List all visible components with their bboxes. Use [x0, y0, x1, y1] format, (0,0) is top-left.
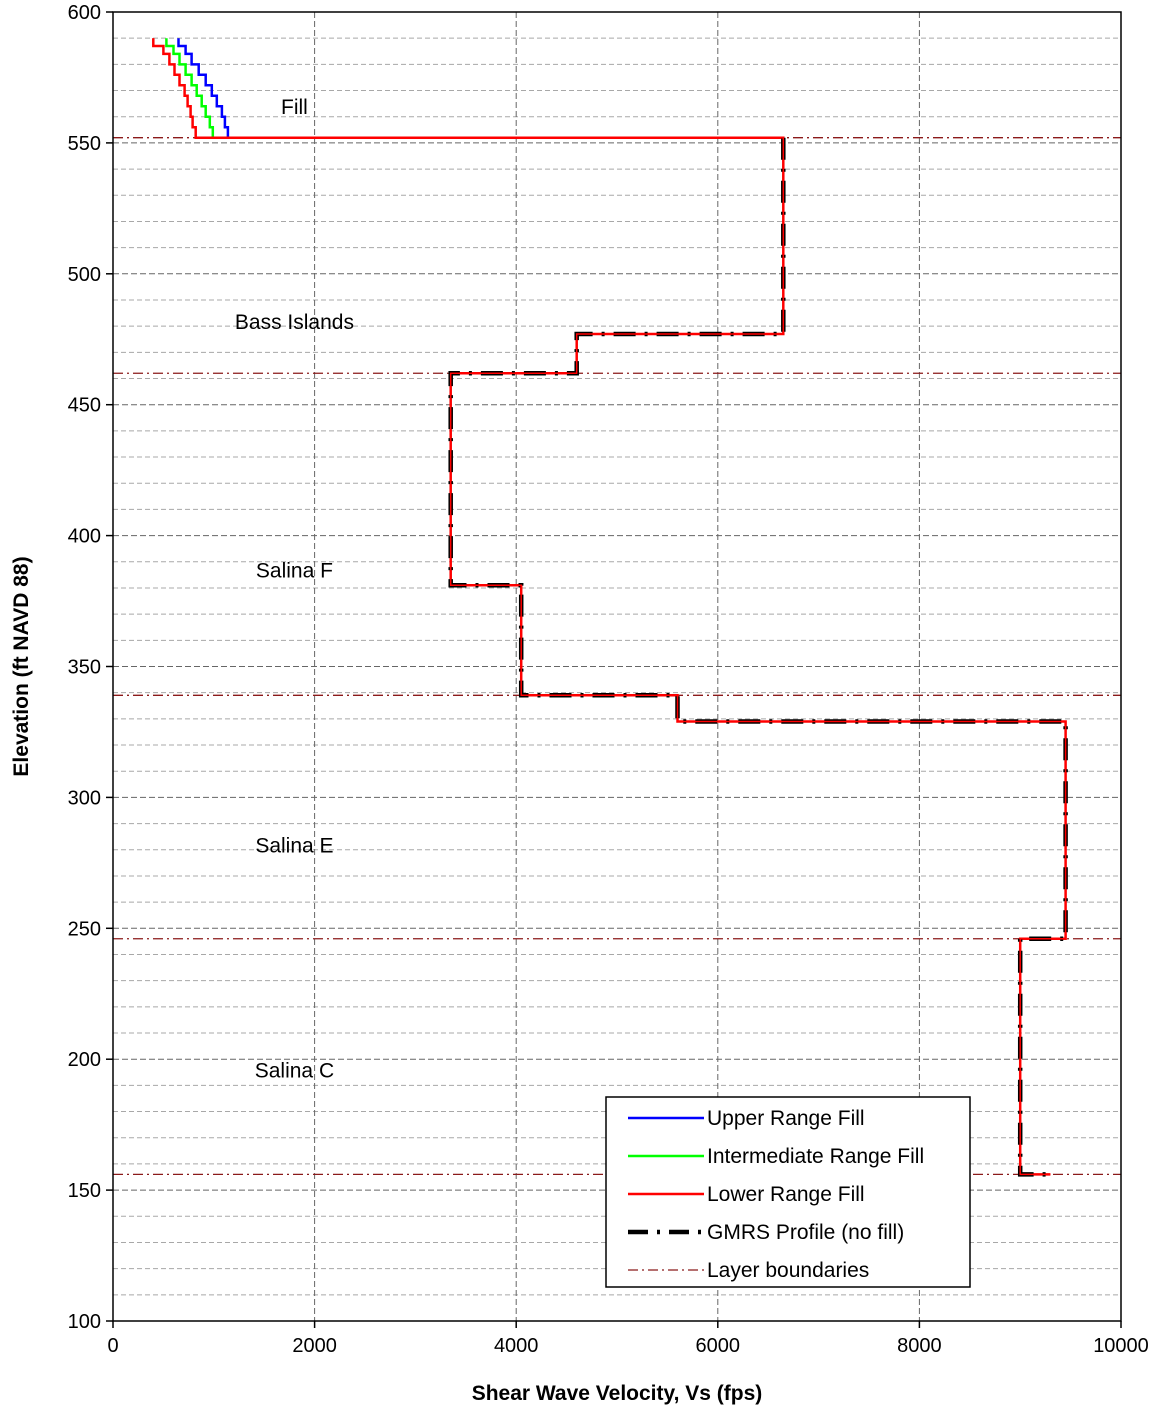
series-line-1 — [177, 38, 784, 139]
layer-labels: Fill Bass Islands Salina F Salina E Salina C — [235, 96, 354, 1082]
x-tick-label: 8000 — [897, 1335, 942, 1357]
x-tick-label: 0 — [107, 1335, 118, 1357]
legend: Upper Range Fill Intermediate Range Fill L… — [605, 1096, 971, 1288]
y-tick-label: 550 — [68, 133, 101, 155]
x-tick-label: 2000 — [292, 1335, 337, 1357]
x-tick-label: 4000 — [494, 1335, 539, 1357]
y-tick-label: 150 — [68, 1180, 101, 1202]
series-line-gmrs — [448, 137, 1068, 1177]
y-tick-label: 400 — [68, 526, 101, 548]
layer-label: Fill — [281, 96, 308, 119]
y-tick-label: 350 — [68, 657, 101, 679]
legend-entry: Layer boundaries — [707, 1259, 869, 1282]
minor-gridlines — [113, 37, 1121, 1296]
x-tick-label: 10000 — [1093, 1335, 1149, 1357]
legend-entry: Lower Range Fill — [707, 1183, 865, 1206]
layer-label: Salina C — [255, 1060, 334, 1083]
axis-tick-labels: 0 2000 4000 6000 8000 10000 100 150 200 250 300 350… — [68, 2, 1149, 1357]
y-tick-label: 100 — [68, 1311, 101, 1333]
layer-label: Salina F — [256, 560, 333, 583]
series-lines — [152, 38, 1068, 1177]
legend-entry: Intermediate Range Fill — [707, 1145, 924, 1168]
y-tick-label: 300 — [68, 787, 101, 809]
y-tick-label: 450 — [68, 395, 101, 417]
layer-label: Salina E — [255, 835, 333, 858]
legend-entry: Upper Range Fill — [707, 1107, 865, 1130]
axis-ticks — [106, 11, 1122, 1328]
legend-box — [605, 1096, 971, 1288]
series-line-3 — [152, 38, 1067, 1176]
y-tick-label: 600 — [68, 2, 101, 24]
y-tick-label: 200 — [68, 1049, 101, 1071]
series-line-2 — [165, 38, 784, 139]
legend-entry: GMRS Profile (no fill) — [707, 1221, 904, 1244]
y-tick-label: 250 — [68, 918, 101, 940]
y-axis-title: Elevation (ft NAVD 88) — [10, 556, 33, 776]
y-tick-label: 500 — [68, 264, 101, 286]
layer-boundary-lines — [113, 137, 1121, 1176]
x-axis-title: Shear Wave Velocity, Vs (fps) — [472, 1382, 763, 1405]
x-tick-label: 6000 — [696, 1335, 741, 1357]
layer-label: Bass Islands — [235, 311, 354, 334]
series-line-lower-overlay — [152, 38, 1067, 1176]
